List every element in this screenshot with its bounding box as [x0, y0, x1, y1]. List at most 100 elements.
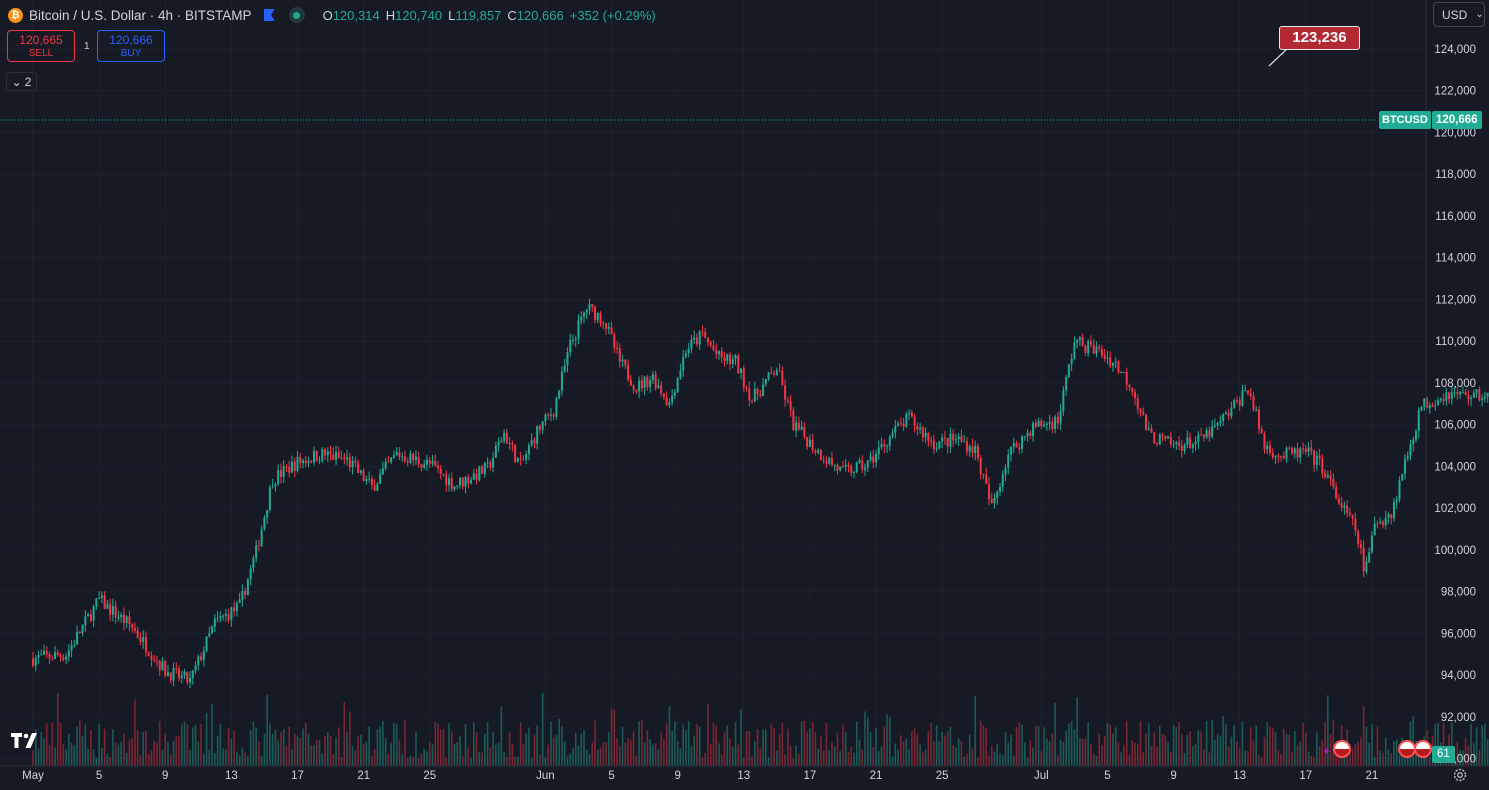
- candle-body: [800, 426, 803, 430]
- candle-body: [1249, 393, 1252, 396]
- volume-bar: [566, 756, 569, 766]
- volume-bar: [1442, 722, 1445, 766]
- candle-body: [1161, 434, 1164, 436]
- volume-bar: [569, 753, 572, 766]
- volume-bar: [605, 741, 607, 766]
- volume-bar: [1095, 756, 1098, 766]
- volume-bar: [486, 722, 489, 766]
- volume-bar: [73, 745, 76, 766]
- candle-body: [461, 477, 464, 487]
- candle-body: [602, 322, 605, 324]
- buy-button[interactable]: 120,666 BUY: [97, 30, 165, 62]
- time-tick-label: 9: [162, 770, 168, 782]
- candle-body: [1194, 441, 1197, 445]
- candle-body: [478, 466, 481, 480]
- volume-bar: [1236, 741, 1238, 766]
- volume-bar: [307, 733, 310, 766]
- volume-bar: [186, 724, 189, 766]
- volume-bar: [134, 699, 136, 766]
- volume-bar: [1134, 743, 1136, 766]
- candle-body: [1379, 521, 1382, 524]
- symbol-title[interactable]: Bitcoin / U.S. Dollar · 4h · BITSTAMP: [29, 7, 252, 23]
- candle-body: [1202, 434, 1205, 438]
- volume-bar: [833, 746, 836, 766]
- price-tick-label: 114,000: [1435, 253, 1476, 265]
- volume-bar: [1249, 727, 1252, 766]
- volume-bar: [596, 749, 599, 766]
- volume-bar: [806, 731, 808, 766]
- candle-body: [1343, 505, 1346, 508]
- candle-body: [525, 454, 528, 460]
- economic-event-flag-icon[interactable]: [1414, 740, 1432, 758]
- volume-bar: [191, 727, 194, 766]
- volume-bar: [555, 734, 558, 766]
- candle-body: [1205, 430, 1208, 438]
- volume-bar: [450, 731, 453, 766]
- candle-body: [833, 464, 836, 466]
- candle-body: [475, 473, 478, 480]
- candle-body: [1348, 512, 1351, 515]
- volume-bar: [751, 756, 753, 766]
- candle-body: [1120, 371, 1123, 373]
- price-tick-label: 98,000: [1441, 587, 1476, 599]
- candle-body: [1084, 345, 1087, 354]
- volume-bar: [798, 753, 800, 766]
- volume-bar: [842, 724, 844, 766]
- volume-bar: [930, 722, 932, 766]
- candle-body: [1007, 454, 1010, 468]
- volume-bar: [484, 734, 486, 766]
- candle-body: [318, 460, 321, 462]
- sparkle-icon[interactable]: ✦: [1322, 746, 1332, 758]
- candle-body: [585, 309, 588, 313]
- candle-body: [401, 456, 404, 458]
- volume-bar: [671, 730, 673, 766]
- candle-body: [279, 470, 282, 477]
- candle-body: [1357, 530, 1360, 544]
- candle-body: [596, 312, 599, 321]
- volume-bar: [1189, 731, 1191, 766]
- economic-event-flag-icon[interactable]: [1333, 740, 1351, 758]
- volume-bar: [784, 754, 786, 766]
- high-marker-label[interactable]: 123,236: [1279, 26, 1360, 50]
- volume-bar: [754, 740, 756, 766]
- currency-selector[interactable]: USD ⌄: [1433, 2, 1485, 27]
- volume-bar: [178, 736, 180, 766]
- candle-body: [1136, 398, 1139, 409]
- volume-bar: [1280, 753, 1282, 766]
- close-label: C: [507, 7, 517, 23]
- candle-body: [638, 380, 641, 392]
- candle-body: [315, 451, 318, 462]
- candle-body: [1398, 480, 1401, 500]
- volume-bar: [1203, 748, 1205, 766]
- candle-body: [51, 658, 54, 660]
- volume-bar: [687, 720, 690, 766]
- candle-body: [326, 451, 329, 456]
- volume-bar: [495, 744, 497, 766]
- candle-body: [120, 614, 123, 618]
- settings-icon[interactable]: [1452, 767, 1468, 783]
- volume-bar: [999, 753, 1001, 766]
- time-tick-label: 5: [608, 770, 614, 782]
- volume-bar: [1255, 725, 1258, 766]
- candle-body: [580, 316, 583, 321]
- currency-value: USD: [1442, 7, 1468, 22]
- market-status[interactable]: [288, 7, 305, 23]
- volume-bar: [1112, 733, 1114, 766]
- candle-body: [927, 433, 930, 441]
- price-tick-label: 102,000: [1434, 503, 1476, 515]
- candle-body: [558, 390, 561, 399]
- candle-body: [1142, 412, 1145, 415]
- sell-button[interactable]: 120,665 SELL: [7, 30, 75, 62]
- tradingview-logo[interactable]: [11, 733, 41, 749]
- flag-icon[interactable]: [263, 9, 275, 21]
- volume-bar: [1010, 734, 1012, 766]
- volume-bar: [966, 753, 968, 766]
- volume-bar: [189, 750, 191, 766]
- indicators-toggle-button[interactable]: ⌄ 2: [6, 72, 37, 91]
- candle-body: [1351, 514, 1354, 519]
- volume-bar: [800, 721, 803, 766]
- candle-body: [932, 440, 935, 450]
- candle-body: [552, 414, 555, 417]
- volume-bar: [599, 747, 602, 766]
